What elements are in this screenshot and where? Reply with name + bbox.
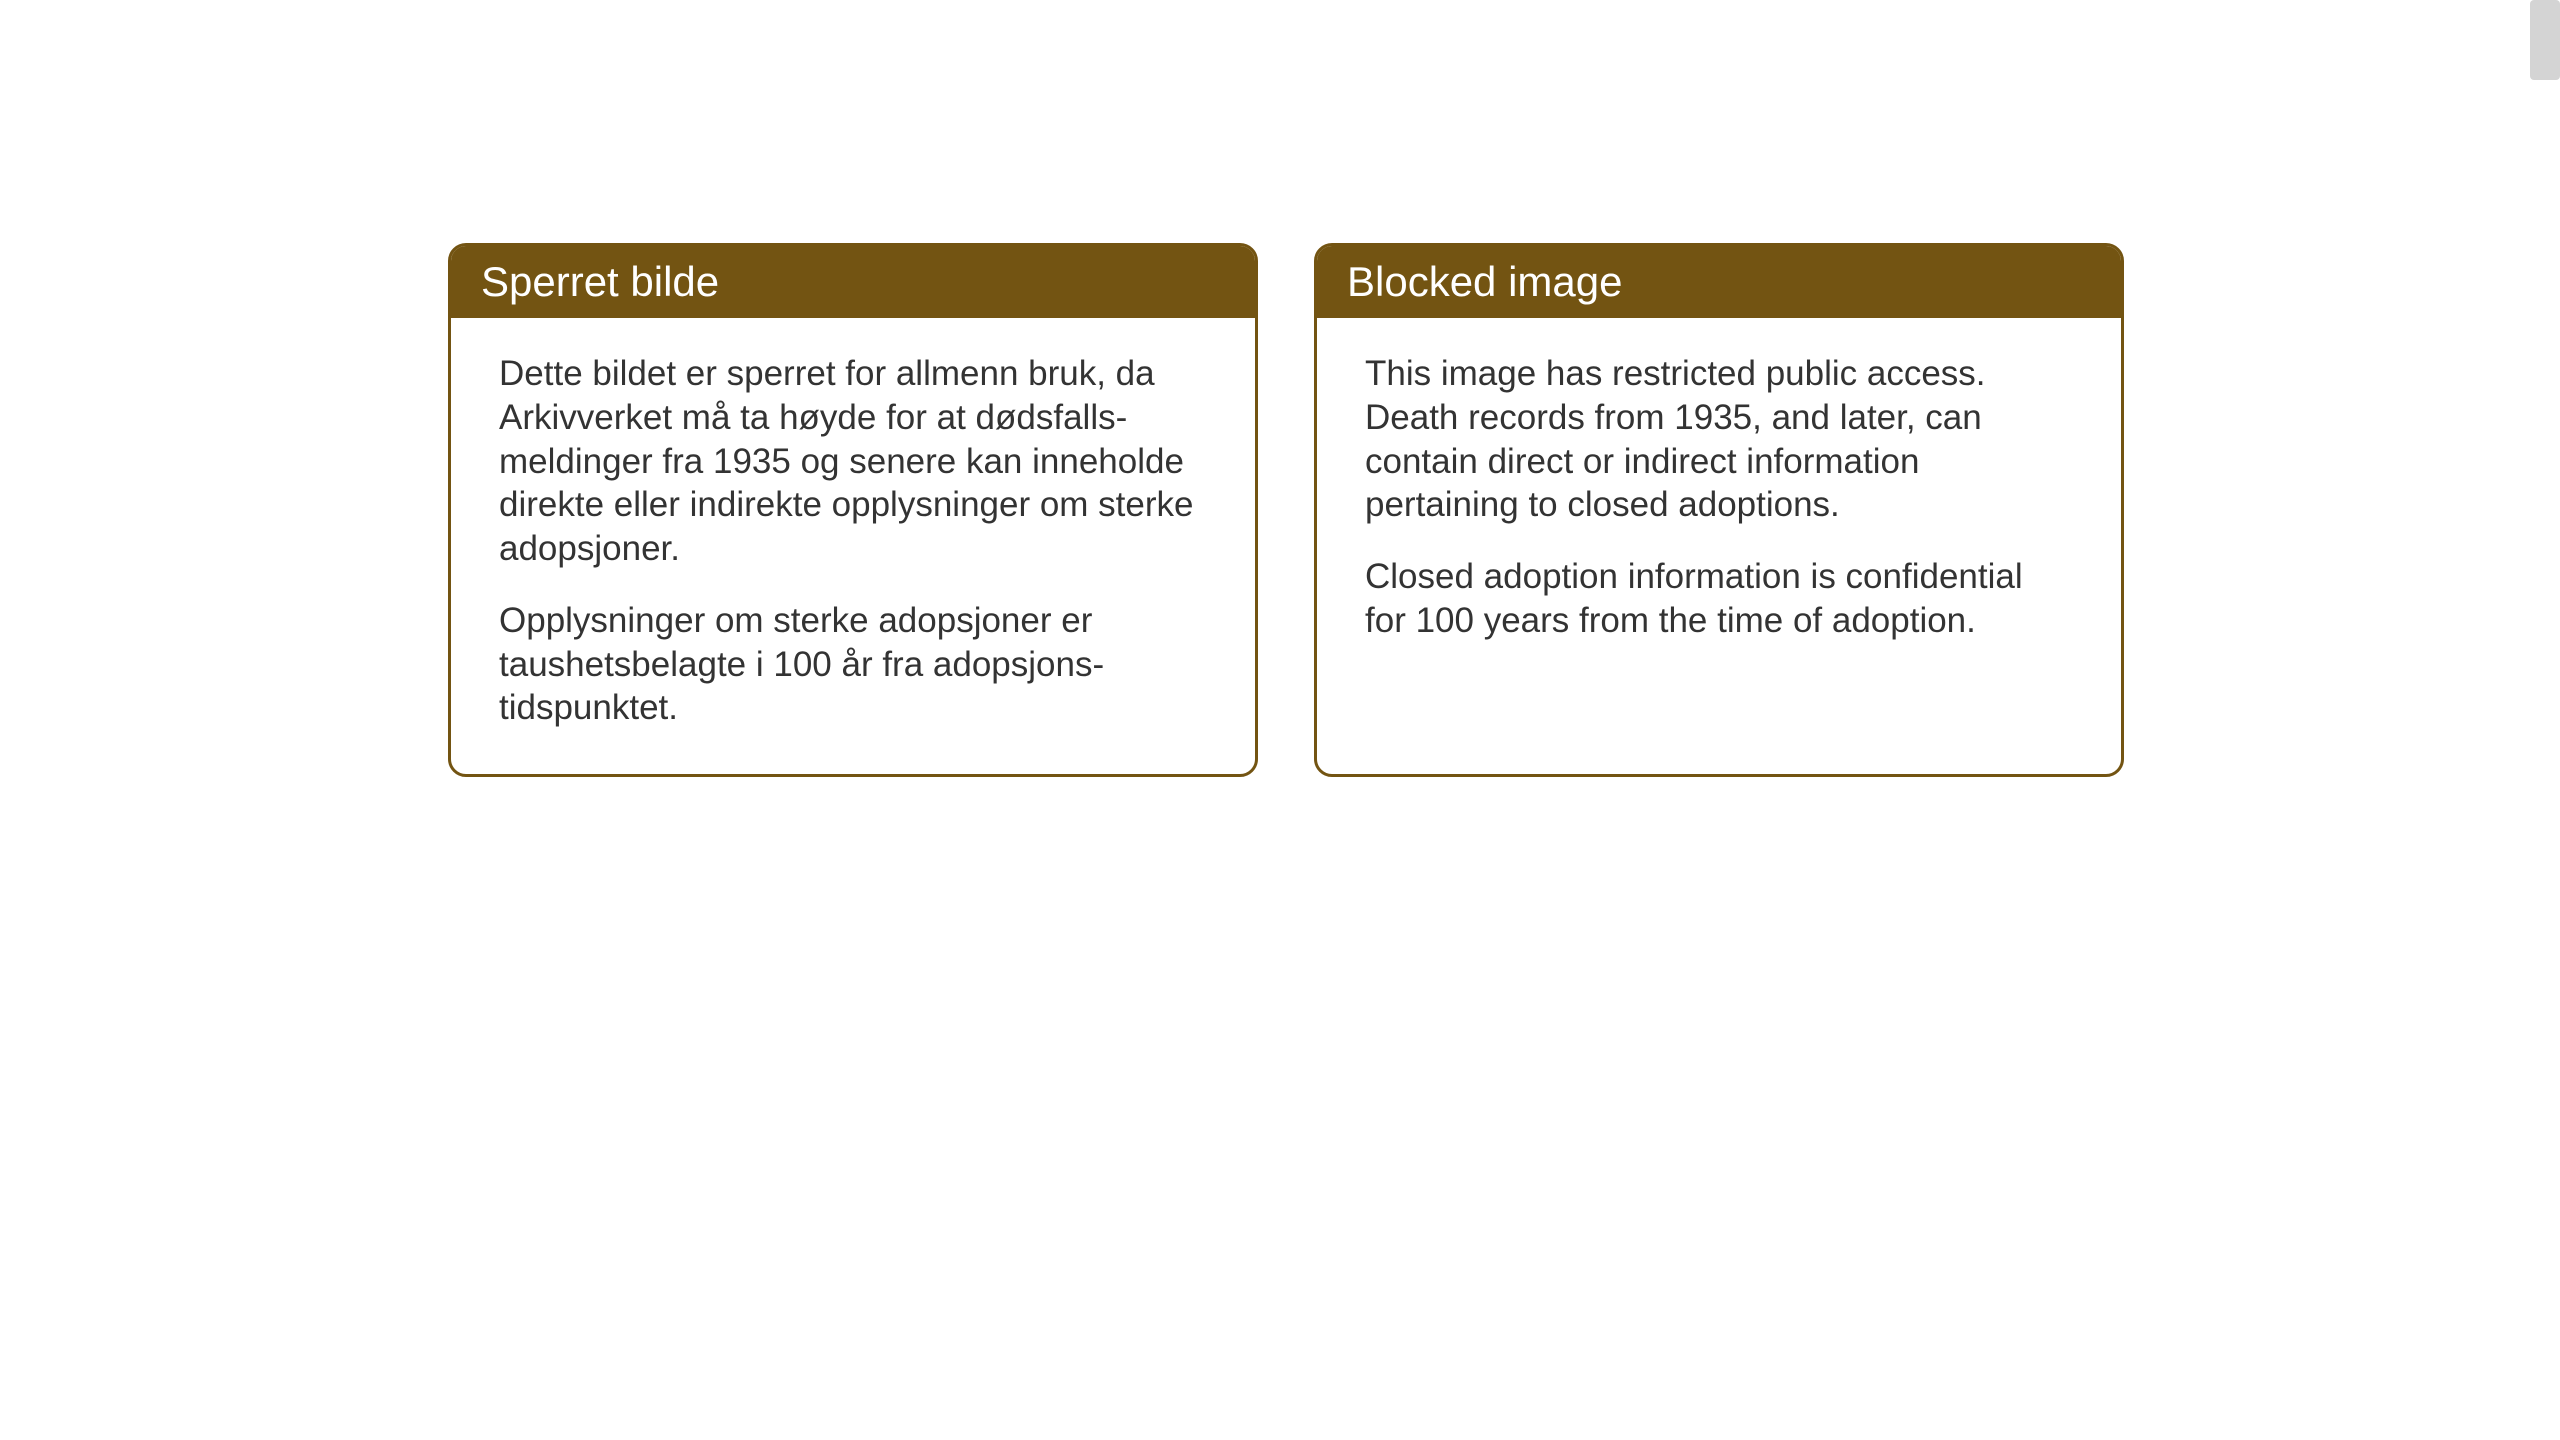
norwegian-card-title: Sperret bilde <box>451 246 1255 318</box>
norwegian-notice-card: Sperret bilde Dette bildet er sperret fo… <box>448 243 1258 777</box>
norwegian-paragraph-2: Opplysninger om sterke adopsjoner er tau… <box>499 599 1207 730</box>
norwegian-paragraph-1: Dette bildet er sperret for allmenn bruk… <box>499 352 1207 571</box>
norwegian-card-body: Dette bildet er sperret for allmenn bruk… <box>451 318 1255 774</box>
notice-cards-container: Sperret bilde Dette bildet er sperret fo… <box>448 243 2124 777</box>
english-notice-card: Blocked image This image has restricted … <box>1314 243 2124 777</box>
english-card-body: This image has restricted public access.… <box>1317 318 2121 687</box>
english-card-title: Blocked image <box>1317 246 2121 318</box>
english-paragraph-1: This image has restricted public access.… <box>1365 352 2073 527</box>
vertical-scrollbar[interactable] <box>2530 0 2560 80</box>
english-paragraph-2: Closed adoption information is confident… <box>1365 555 2073 643</box>
